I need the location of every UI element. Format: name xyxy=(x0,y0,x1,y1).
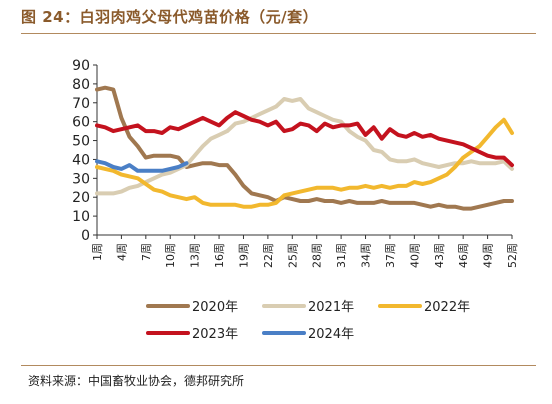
y-tick-label: 50 xyxy=(72,134,90,150)
series-line-2024 xyxy=(95,159,189,173)
x-tick-label: 46周 xyxy=(457,243,470,268)
x-tick-label: 28周 xyxy=(311,243,324,268)
series-line-2023 xyxy=(95,110,514,168)
legend-label: 2022年 xyxy=(424,300,470,315)
x-tick-label: 49周 xyxy=(482,243,495,268)
x-tick-label: 25周 xyxy=(286,243,299,268)
x-tick-label: 16周 xyxy=(213,243,226,268)
y-tick-label: 80 xyxy=(72,77,90,93)
source-note: 资料来源：中国畜牧业协会，德邦研究所 xyxy=(28,374,245,388)
series-line-2020 xyxy=(95,85,514,211)
y-tick-label: 10 xyxy=(72,209,90,225)
y-tick-label: 20 xyxy=(72,190,90,206)
x-tick-label: 7周 xyxy=(140,243,153,261)
y-tick-label: 90 xyxy=(72,58,90,74)
legend-label: 2024年 xyxy=(308,327,354,342)
x-tick-label: 37周 xyxy=(384,243,397,268)
y-tick-label: 0 xyxy=(81,228,90,244)
x-tick-label: 10周 xyxy=(164,243,177,268)
x-tick-label: 1周 xyxy=(91,243,104,261)
legend-item: 2020年 xyxy=(146,300,238,315)
series-line-2021 xyxy=(95,97,514,196)
line-chart: 0 10 20 30 40 50 60 70 80 90 1周 4周 7周 10周 13周 16周 19周 22周… xyxy=(72,58,519,342)
x-tick-label: 52周 xyxy=(506,243,519,268)
x-tick-label: 22周 xyxy=(262,243,275,268)
y-tick-label: 40 xyxy=(72,152,90,168)
title-divider xyxy=(21,33,536,34)
legend-item: 2021年 xyxy=(262,300,354,315)
x-tick-label: 34周 xyxy=(360,243,373,268)
x-tick-label: 19周 xyxy=(237,243,250,268)
x-tick-label: 31周 xyxy=(335,243,348,268)
footer-divider xyxy=(21,365,536,366)
figure-title: 图 24：白羽肉鸡父母代鸡苗价格（元/套） xyxy=(21,8,319,26)
legend-item: 2024年 xyxy=(262,327,354,342)
y-tick-label: 30 xyxy=(72,171,90,187)
legend-label: 2023年 xyxy=(192,327,238,342)
legend-item: 2023年 xyxy=(146,327,238,342)
y-tick-label: 70 xyxy=(72,96,90,112)
series-line-2022 xyxy=(95,117,514,209)
x-tick-label: 43周 xyxy=(433,243,446,268)
legend-item: 2022年 xyxy=(378,300,470,315)
x-tick-label: 40周 xyxy=(408,243,421,268)
y-tick-label: 60 xyxy=(72,115,90,131)
legend-label: 2020年 xyxy=(192,300,238,315)
x-tick-label: 13周 xyxy=(189,243,202,268)
x-tick-label: 4周 xyxy=(115,243,128,261)
legend-label: 2021年 xyxy=(308,300,354,315)
